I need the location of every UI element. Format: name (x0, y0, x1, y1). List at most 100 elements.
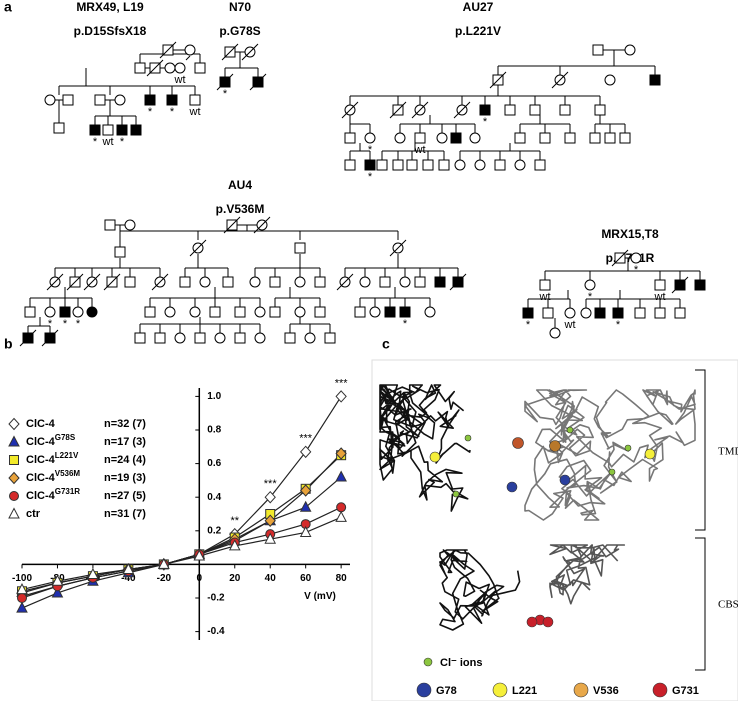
female (294, 306, 306, 318)
female (394, 132, 406, 144)
marker (299, 445, 312, 459)
residue (652, 682, 668, 698)
male (94, 94, 106, 106)
male (234, 332, 246, 344)
marker (51, 574, 64, 586)
series-line (21, 396, 342, 597)
male (179, 276, 191, 288)
pedigree-line (249, 73, 267, 91)
male (514, 132, 526, 144)
male (604, 132, 616, 144)
x-axis-label: V (mV) (304, 591, 336, 602)
legend-label: ctr (26, 508, 41, 520)
female (254, 332, 266, 344)
residue (526, 616, 538, 628)
star-label: * (223, 88, 228, 100)
mutation: p.D15SfsX18 (74, 24, 147, 38)
wt-label: wt (102, 136, 114, 148)
significance: *** (299, 433, 313, 445)
legend-n: n=31 (7) (104, 508, 146, 520)
pedigree-line (216, 73, 234, 91)
male (209, 306, 221, 318)
x-tick-label: -40 (121, 573, 136, 584)
pedigree-line (453, 101, 471, 119)
male (619, 132, 631, 144)
female (44, 306, 56, 318)
marker (17, 593, 27, 603)
legend-marker (9, 455, 19, 465)
male (89, 124, 101, 136)
male (24, 306, 36, 318)
domain-label: TMD (718, 446, 738, 458)
male (438, 159, 450, 171)
female (549, 327, 561, 339)
male (594, 307, 606, 319)
male (269, 276, 281, 288)
male (124, 276, 136, 288)
male (422, 159, 434, 171)
pedigree-line (671, 276, 689, 294)
star-label: * (63, 318, 68, 330)
family-name: MRX15,T8 (601, 227, 659, 241)
male (522, 307, 534, 319)
male (134, 62, 146, 74)
pedigree-line (46, 273, 64, 291)
legend-marker (8, 435, 20, 447)
structure: TMD CBS Cl⁻ ions G78 L221 V536 G731 (379, 369, 738, 698)
star-label: * (148, 106, 153, 118)
female (72, 306, 84, 318)
female (624, 44, 636, 56)
pedigree-line (611, 249, 629, 267)
female (184, 44, 196, 56)
male (589, 132, 601, 144)
marker (335, 447, 347, 460)
marker (335, 390, 347, 403)
series-line (21, 476, 342, 609)
x-tick-label: -20 (157, 573, 172, 584)
male (559, 104, 571, 116)
family-name: AU4 (228, 178, 252, 192)
male (450, 132, 462, 144)
x-tick-label: 80 (336, 573, 348, 584)
male (324, 332, 336, 344)
star-label: * (48, 318, 53, 330)
family-name: N70 (229, 0, 251, 14)
female (249, 276, 261, 288)
pedigree-line (221, 43, 239, 61)
pedigree-line (241, 43, 259, 61)
legend-marker (8, 471, 20, 485)
y-tick-label: 0.4 (207, 492, 221, 503)
domain-label: CBS (718, 599, 738, 611)
panel-label: b (4, 336, 13, 352)
male (314, 276, 326, 288)
male (284, 332, 296, 344)
legend-name: ClC-4 (26, 472, 56, 484)
residue (464, 434, 472, 442)
male (414, 276, 426, 288)
legend-name: ClC-4 (26, 490, 56, 502)
series-line (21, 506, 342, 599)
pedigree-line (159, 41, 177, 59)
wt-label: wt (564, 319, 576, 331)
male (634, 307, 646, 319)
legend-name: ClC-4 (26, 418, 56, 430)
legend-label: G78 (436, 685, 457, 697)
backbone (379, 384, 471, 512)
residue (573, 682, 589, 698)
male (189, 94, 201, 106)
legend-label: ClC-4V536M (26, 469, 80, 484)
male (314, 306, 326, 318)
legend-n: n=24 (4) (104, 454, 146, 466)
male (144, 94, 156, 106)
star-label: * (634, 264, 639, 276)
legend-name: ClC-4 (26, 436, 56, 448)
marker (264, 490, 276, 504)
pedigrees: MRX49, L19 p.D15SfsX18 N70 p.G78S AU27 p.L221… (19, 0, 706, 347)
marker (87, 567, 99, 579)
female (199, 276, 211, 288)
male (529, 104, 541, 116)
male (649, 74, 661, 86)
male (539, 132, 551, 144)
pedigree-line (336, 273, 354, 291)
